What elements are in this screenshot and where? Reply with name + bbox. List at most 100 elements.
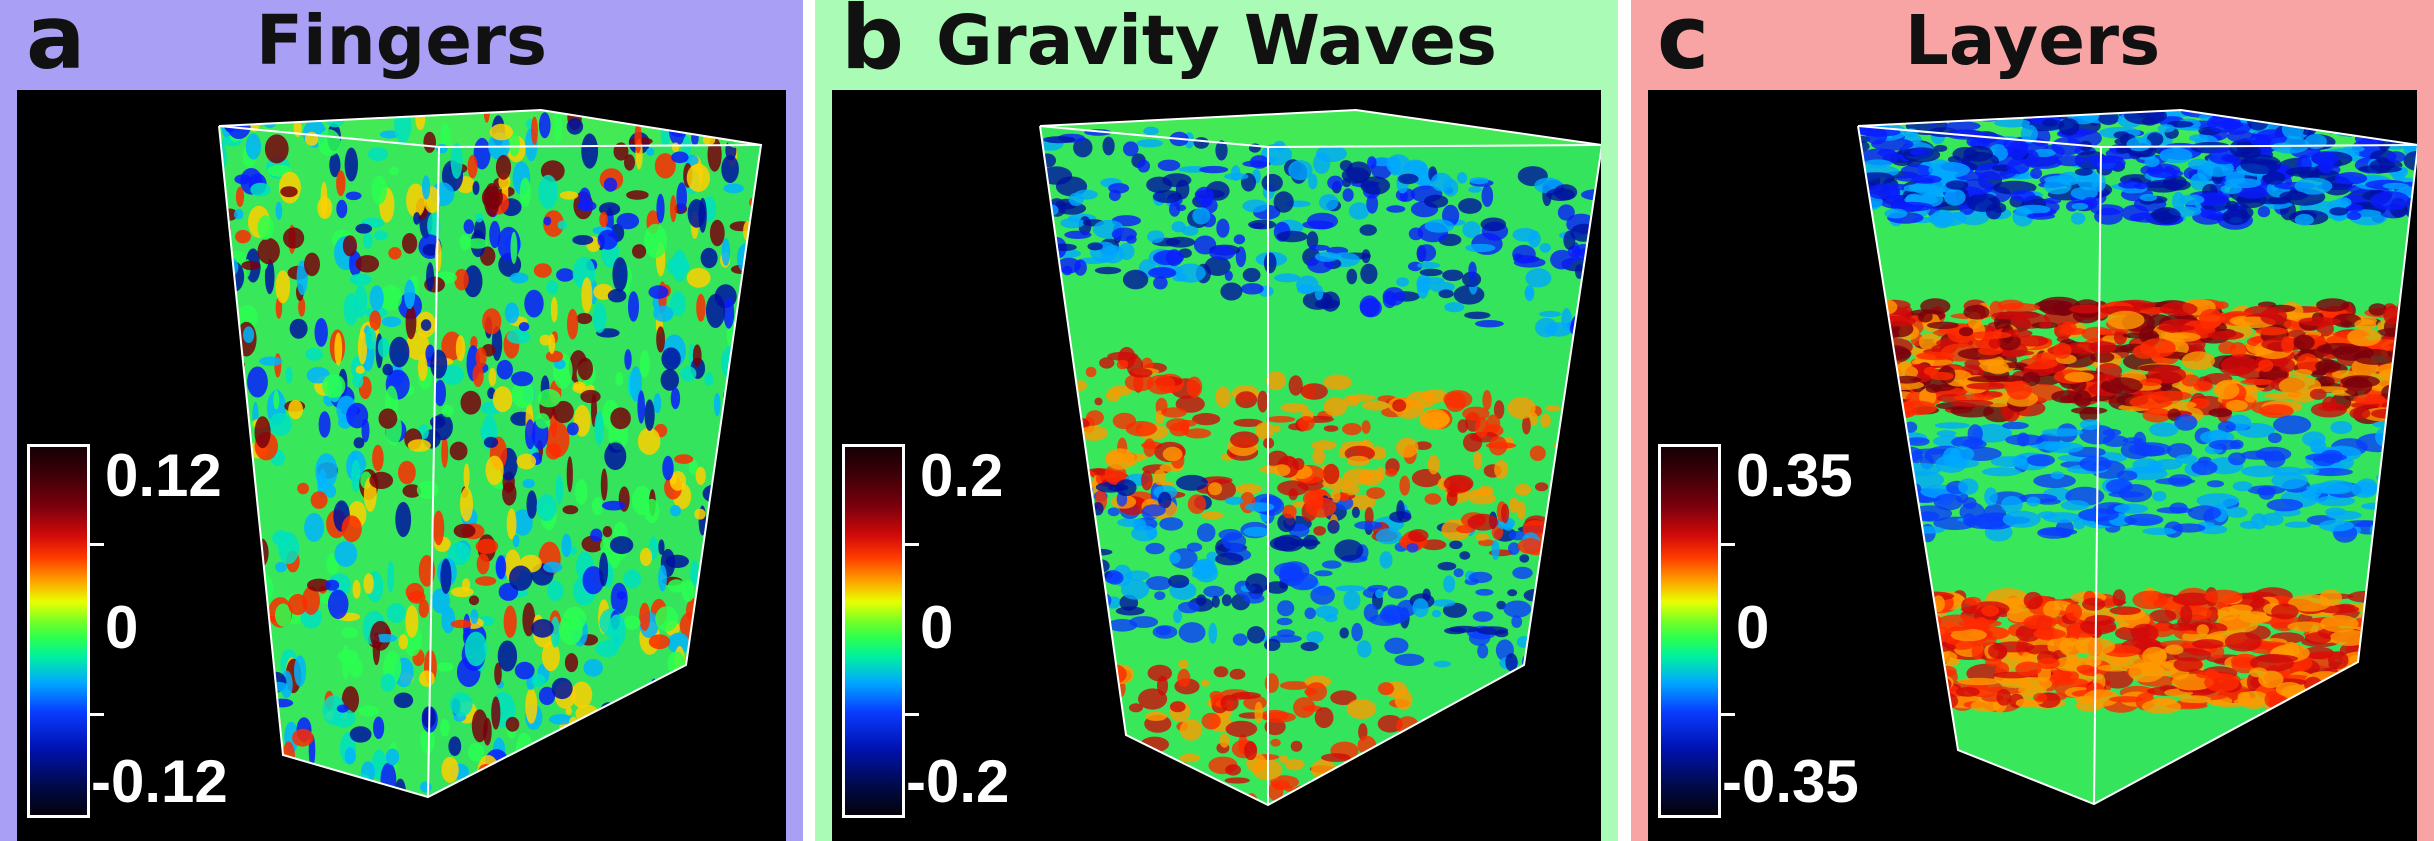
texture-blob (2398, 673, 2417, 686)
texture-blob (1396, 500, 1405, 521)
texture-blob (1177, 668, 1191, 688)
texture-blob (1438, 289, 1454, 299)
texture-blob (2232, 481, 2253, 492)
texture-blob (1095, 592, 1112, 609)
texture-blob (2204, 589, 2243, 604)
texture-blob (671, 142, 680, 153)
texture-blob (514, 661, 535, 680)
texture-blob (1302, 810, 1315, 828)
texture-blob (2346, 211, 2362, 221)
texture-blob (2391, 110, 2411, 115)
texture-blob (1462, 271, 1482, 287)
texture-blob (1362, 400, 1390, 411)
texture-blob (489, 220, 501, 249)
texture-blob (298, 297, 306, 317)
texture-blob (275, 297, 283, 319)
texture-blob (1593, 798, 1601, 805)
texture-blob (476, 790, 492, 797)
texture-blob (381, 316, 402, 328)
texture-blob (1051, 243, 1077, 251)
texture-blob (1187, 494, 1207, 514)
texture-blob (676, 182, 687, 213)
texture-blob (1915, 645, 1935, 665)
texture-blob (515, 732, 533, 767)
texture-blob (492, 386, 513, 413)
texture-blob (488, 367, 497, 387)
texture-blob (1311, 440, 1337, 450)
texture-blob (243, 326, 255, 343)
texture-blob (1351, 506, 1360, 518)
texture-blob (1512, 244, 1536, 264)
texture-blob (1067, 647, 1079, 666)
texture-blob (1302, 490, 1324, 508)
texture-blob (1345, 811, 1360, 821)
texture-blob (1293, 799, 1321, 805)
texture-blob (2090, 204, 2124, 216)
texture-blob (715, 719, 732, 733)
texture-blob (275, 201, 283, 220)
texture-blob (1314, 707, 1334, 729)
texture-blob (2388, 648, 2407, 669)
texture-blob (219, 257, 228, 291)
texture-blob (1547, 608, 1563, 624)
texture-blob (1512, 747, 1528, 763)
texture-blob (1312, 447, 1325, 465)
texture-blob (441, 404, 454, 418)
texture-blob (2332, 678, 2373, 689)
texture-blob (1568, 513, 1593, 525)
texture-blob (629, 366, 642, 402)
texture-blob (1222, 532, 1247, 551)
texture-blob (1122, 269, 1149, 290)
texture-blob (1554, 662, 1571, 673)
texture-blob (1181, 225, 1199, 236)
texture-blob (495, 154, 512, 180)
texture-blob (531, 674, 546, 687)
texture-blob (1594, 435, 1601, 457)
texture-blob (450, 142, 463, 179)
texture-blob (567, 422, 579, 436)
texture-blob (2395, 449, 2417, 459)
texture-blob (2386, 151, 2406, 163)
texture-blob (531, 619, 554, 638)
texture-blob (1904, 662, 1930, 680)
texture-blob (481, 185, 503, 210)
texture-blob (348, 251, 362, 277)
texture-blob (2329, 629, 2370, 646)
texture-blob (423, 131, 437, 153)
texture-blob (1479, 695, 1507, 717)
texture-blob (310, 491, 328, 509)
texture-blob (2174, 414, 2198, 431)
texture-blob (1548, 763, 1580, 776)
texture-blob (2030, 168, 2043, 179)
texture-blob (1902, 633, 1940, 641)
texture-blob (2318, 480, 2355, 495)
texture-blob (702, 484, 725, 503)
colorbar: 0.2 0 -0.2 (834, 430, 1062, 825)
texture-blob (1985, 658, 2003, 667)
texture-blob (1962, 497, 1977, 510)
texture-blob (1871, 359, 1898, 376)
texture-blob (1568, 575, 1600, 584)
texture-blob (1125, 751, 1146, 758)
texture-blob (1201, 712, 1221, 730)
texture-blob (1901, 607, 1925, 625)
texture-blob (1887, 593, 1901, 612)
texture-blob (1453, 746, 1482, 760)
texture-blob (1424, 219, 1455, 233)
texture-blob (741, 613, 760, 628)
texture-blob (1464, 311, 1491, 319)
texture-blob (1916, 649, 1958, 664)
colorbar-tick (905, 713, 919, 716)
texture-blob (1575, 725, 1601, 747)
texture-blob (369, 310, 382, 331)
texture-blob (2240, 378, 2275, 386)
texture-blob (1559, 664, 1571, 673)
texture-blob (2130, 623, 2159, 643)
texture-blob (336, 199, 348, 219)
texture-blob (2006, 158, 2030, 175)
texture-blob (662, 455, 674, 481)
texture-blob (1396, 437, 1419, 458)
texture-blob (537, 389, 561, 408)
texture-blob (1439, 818, 1455, 834)
texture-blob (1043, 136, 1076, 144)
